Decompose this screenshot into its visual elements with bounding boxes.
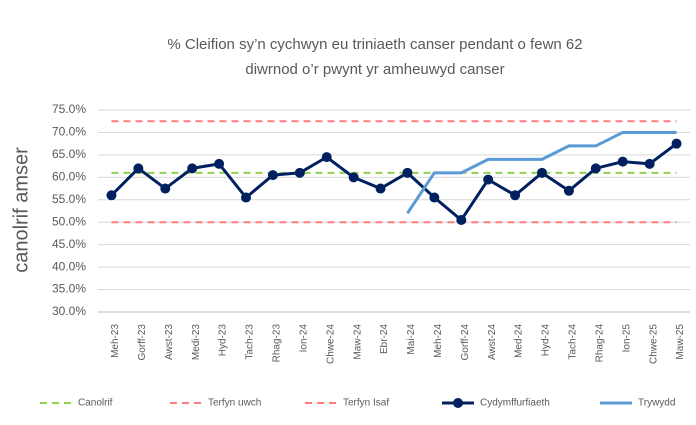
series-line (406, 130, 677, 215)
point (348, 172, 359, 183)
x-tick-label: Hyd-24 (541, 324, 552, 357)
point (160, 183, 171, 194)
y-axis-label: canolrif amser (10, 147, 32, 273)
y-tick-label: 30.0% (52, 304, 86, 318)
point (483, 174, 494, 185)
x-tick-label: Rhag-24 (594, 324, 605, 363)
point (321, 152, 332, 163)
point (375, 183, 386, 194)
point (537, 167, 547, 178)
point (187, 163, 198, 174)
point (133, 163, 144, 174)
x-tick-label: Tach-23 (245, 324, 256, 360)
x-tick-label: Meh-24 (433, 324, 444, 358)
y-tick-label: 45.0% (52, 237, 86, 251)
point (294, 167, 305, 178)
series-line (110, 142, 678, 223)
x-tick-label: Rhag-23 (272, 324, 283, 363)
x-tick-label: Ion-24 (298, 324, 309, 353)
legend-label: Terfyn Isaf (343, 398, 389, 409)
x-tick-label: Chwe-25 (648, 324, 659, 364)
x-tick-label: Ion-25 (621, 324, 632, 353)
x-tick-label: Ebr-24 (379, 324, 390, 354)
x-tick-label: Meh-23 (110, 324, 121, 358)
chart-title: % Cleifion sy’n cychwyn eu triniaeth can… (167, 36, 582, 53)
y-tick-label: 70.0% (52, 125, 86, 139)
y-tick-label: 75.0% (52, 102, 86, 116)
x-tick-label: Gorff-24 (460, 324, 471, 361)
y-tick-label: 50.0% (52, 214, 86, 228)
point (402, 167, 413, 178)
legend-label: Cydymffurfiaeth (480, 398, 550, 409)
point (214, 158, 225, 169)
x-tick-label: Awst-23 (164, 324, 175, 360)
x-tick-label: Gorff-23 (137, 324, 148, 361)
point (241, 192, 251, 203)
y-tick-label: 35.0% (52, 282, 86, 296)
legend-label: Canolrif (78, 398, 113, 409)
x-tick-label: Tach-24 (568, 324, 579, 360)
point (590, 163, 601, 174)
legend-label: Trywydd (638, 398, 675, 409)
x-tick-label: Maw-24 (352, 324, 363, 360)
point (456, 214, 467, 225)
point (510, 190, 521, 201)
x-tick-label: Chwe-24 (325, 324, 336, 364)
point (671, 138, 682, 149)
legend-label: Terfyn uwch (208, 398, 261, 409)
point (644, 158, 655, 169)
x-tick-label: Med-24 (514, 324, 525, 358)
y-tick-label: 40.0% (52, 259, 86, 273)
chart-title: diwrnod o’r pwynt yr amheuwyd canser (245, 61, 504, 78)
x-tick-label: Awst-24 (487, 324, 498, 360)
y-tick-label: 65.0% (52, 147, 86, 161)
x-tick-label: Hyd-23 (218, 324, 229, 357)
y-tick-label: 60.0% (52, 170, 86, 184)
point (617, 156, 628, 167)
point (563, 185, 574, 196)
x-tick-label: Maw-25 (675, 324, 686, 360)
legend-swatch (453, 398, 463, 408)
x-tick-label: Medi-23 (191, 324, 202, 361)
point (106, 190, 117, 201)
x-tick-label: Mai-24 (406, 324, 417, 355)
point (429, 192, 440, 203)
y-tick-label: 55.0% (52, 192, 86, 206)
point (267, 170, 278, 181)
